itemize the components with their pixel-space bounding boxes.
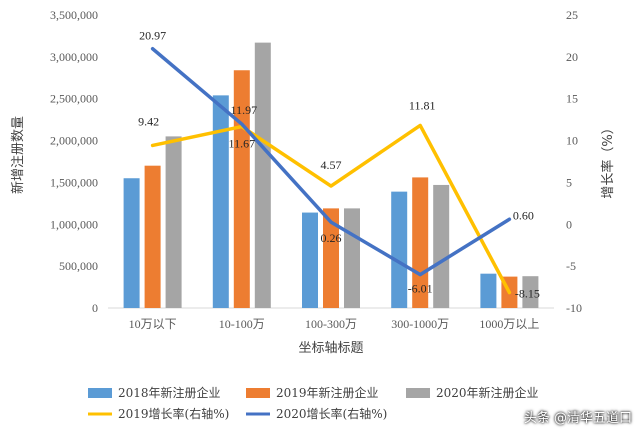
x-tick-label: 1000万以上 (479, 317, 539, 331)
x-tick-label: 10-100万 (219, 317, 265, 331)
bar (165, 136, 182, 308)
x-axis: 10万以下 10-100万 100-300万 300-1000万 1000万以上 (129, 317, 540, 331)
y2-tick-label: 20 (566, 50, 578, 64)
bar (144, 165, 161, 308)
legend-swatch (246, 388, 270, 398)
bar (344, 208, 360, 308)
y-tick-label: 1,000,000 (50, 217, 98, 231)
y-tick-label: 3,000,000 (50, 50, 98, 64)
data-label: -6.01 (408, 282, 433, 296)
x-tick-label: 10万以下 (129, 317, 177, 331)
y2-tick-label: 0 (566, 217, 572, 231)
data-label: -8.15 (515, 287, 540, 301)
legend-label: 2019年新注册企业 (276, 385, 379, 400)
y-axis-title: 新增注册数量 (10, 116, 26, 194)
watermark: 头条 @清华五道口 (523, 411, 632, 426)
data-labels: 9.42 11.67 4.57 11.81 -8.15 20.97 11.97 0.26 -6.… (138, 29, 540, 301)
data-label: 9.42 (138, 114, 159, 128)
x-tick-label: 300-1000万 (391, 317, 449, 331)
bars (123, 42, 539, 309)
x-axis-title: 坐标轴标题 (298, 341, 363, 356)
bar (254, 42, 271, 309)
data-label: 0.26 (321, 231, 342, 245)
y2-tick-label: 10 (566, 134, 578, 148)
y-tick-label: 3,500,000 (50, 8, 98, 22)
y2-axis-title: 增长率（%） (600, 121, 616, 198)
y2-tick-label: 25 (566, 8, 578, 22)
y-tick-label: 2,000,000 (50, 134, 98, 148)
bar (302, 212, 318, 308)
bar (480, 273, 497, 308)
data-label: 11.67 (229, 137, 256, 151)
y-axis: 0 500,000 1,000,000 1,500,000 2,000,000 2,500… (50, 8, 98, 315)
y2-axis: -10 -5 0 5 10 15 20 25 (566, 8, 582, 315)
y-tick-label: 0 (92, 301, 98, 315)
legend-label: 2019增长率(右轴%) (118, 406, 229, 421)
data-label: 11.81 (409, 98, 436, 112)
bar (433, 184, 450, 308)
y2-tick-label: -10 (566, 301, 582, 315)
bar (323, 208, 339, 308)
x-tick-label: 100-300万 (305, 317, 357, 331)
y-tick-label: 2,500,000 (50, 92, 98, 106)
bar (412, 177, 429, 308)
data-label: 20.97 (139, 29, 166, 43)
series-line (150, 123, 512, 295)
legend-label: 2020增长率(右轴%) (276, 406, 387, 421)
legend-label: 2020年新注册企业 (436, 385, 539, 400)
data-label: 0.60 (513, 208, 534, 222)
y2-tick-label: -5 (566, 259, 576, 273)
legend-swatch (406, 388, 430, 398)
bar (391, 191, 408, 308)
bar (212, 95, 229, 308)
y-tick-label: 500,000 (59, 259, 98, 273)
data-label: 11.97 (231, 103, 258, 117)
y2-tick-label: 5 (566, 175, 572, 189)
legend: 2018年新注册企业 2019年新注册企业 2020年新注册企业 2019增长率(右轴… (88, 385, 539, 421)
series-line (150, 46, 512, 277)
lines (150, 46, 512, 295)
data-label: 4.57 (321, 158, 342, 172)
y2-tick-label: 15 (566, 92, 578, 106)
bar (522, 276, 539, 308)
bar (123, 178, 140, 308)
legend-swatch (88, 388, 112, 398)
y-tick-label: 1,500,000 (50, 175, 98, 189)
legend-label: 2018年新注册企业 (118, 385, 221, 400)
